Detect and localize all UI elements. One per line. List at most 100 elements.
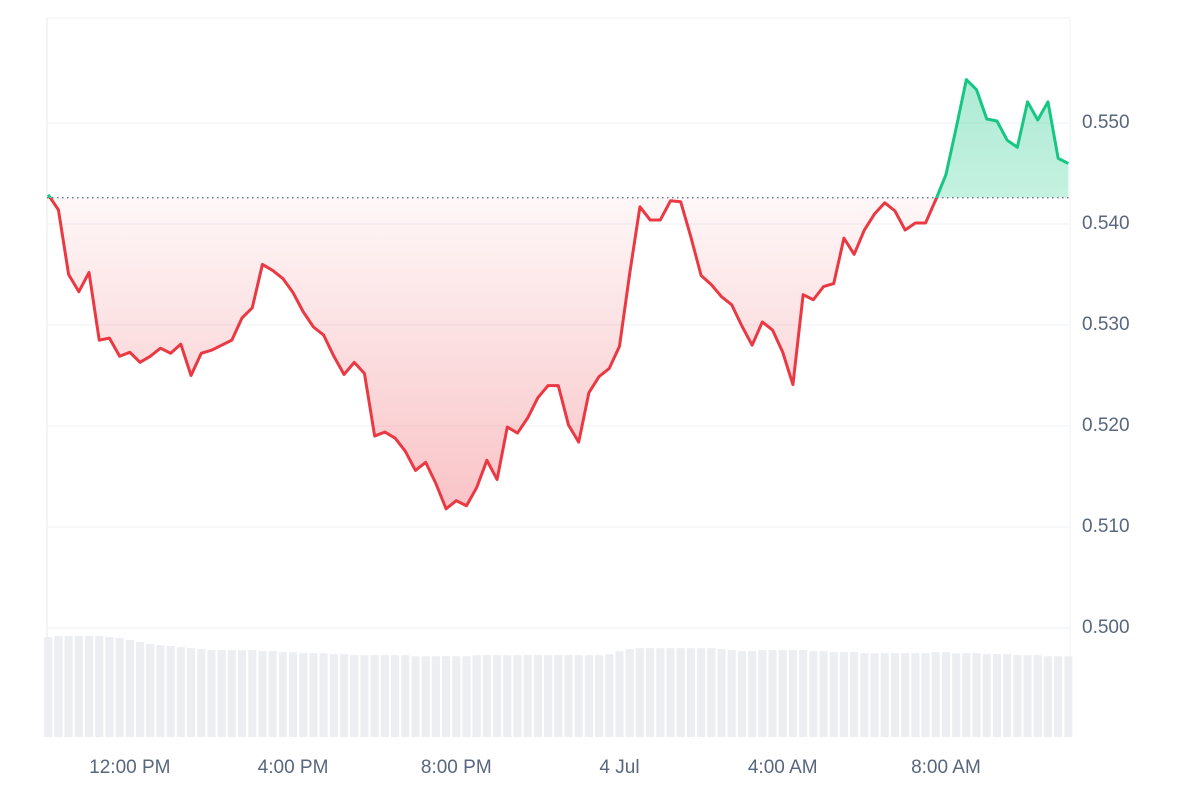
volume-bar (64, 636, 73, 737)
volume-bar (84, 636, 94, 737)
volume-layer (44, 636, 1073, 737)
volume-bar (584, 655, 593, 737)
volume-bar (625, 649, 634, 737)
volume-bar (727, 650, 736, 737)
volume-bar (105, 637, 114, 737)
volume-bar (319, 653, 328, 737)
volume-bar (74, 636, 83, 737)
volume-bar (1054, 656, 1063, 737)
volume-bar (768, 650, 777, 737)
volume-bar (237, 650, 247, 737)
y-tick-label: 0.540 (1082, 213, 1130, 234)
volume-bar (482, 655, 491, 737)
x-tick-label: 4 Jul (599, 757, 639, 778)
volume-bar (421, 656, 430, 737)
volume-bar (340, 654, 349, 737)
volume-bar (952, 653, 961, 737)
label-layer: 0.500 0.510 0.520 0.530 0.540 0.550 12:00 PM 4:… (89, 112, 1129, 778)
volume-bar (605, 654, 614, 737)
volume-bar (309, 653, 318, 737)
volume-bar (299, 653, 308, 737)
price-line-down (48, 197, 939, 511)
volume-bar (95, 636, 104, 737)
x-tick-label: 8:00 PM (421, 757, 492, 778)
volume-bar (411, 656, 420, 737)
volume-bar (686, 648, 695, 737)
y-tick-label: 0.550 (1082, 112, 1130, 133)
volume-bar (1023, 655, 1032, 737)
x-tick-label: 12:00 PM (89, 757, 170, 778)
volume-bar (666, 648, 675, 737)
volume-bar (146, 644, 155, 737)
volume-bar (360, 655, 369, 737)
volume-bar (962, 653, 971, 737)
x-tick-label: 8:00 AM (911, 757, 981, 778)
area-above (48, 79, 1069, 198)
volume-bar (880, 653, 889, 737)
volume-bar (758, 650, 767, 737)
volume-bar (452, 656, 461, 737)
volume-bar (850, 652, 859, 737)
volume-bar (544, 655, 553, 737)
volume-bar (799, 650, 808, 737)
y-tick-label: 0.520 (1082, 415, 1130, 436)
volume-bar (931, 652, 940, 737)
y-tick-label: 0.510 (1082, 516, 1130, 537)
volume-bar (778, 650, 787, 737)
volume-bar (44, 637, 53, 737)
volume-bar (431, 656, 440, 737)
volume-bar (707, 648, 716, 737)
volume-bar (1003, 654, 1012, 737)
volume-bar (289, 652, 298, 737)
volume-bar (462, 656, 471, 737)
volume-bar (401, 655, 410, 737)
volume-bar (819, 651, 828, 737)
volume-bar (839, 652, 848, 737)
volume-bar (646, 648, 655, 737)
volume-bar (370, 655, 379, 737)
volume-bar (523, 655, 532, 737)
volume-bar (197, 649, 206, 737)
volume-bar (737, 651, 746, 737)
volume-bar (513, 655, 522, 737)
volume-bar (135, 642, 145, 737)
volume-bar (554, 655, 563, 737)
volume-bar (972, 653, 981, 737)
volume-bar (992, 654, 1002, 737)
volume-bar (676, 648, 685, 737)
volume-bar (268, 651, 277, 737)
y-tick-label: 0.500 (1082, 617, 1130, 638)
volume-bar (656, 648, 665, 737)
x-tick-label: 4:00 PM (258, 757, 329, 778)
volume-bar (595, 655, 604, 737)
volume-bar (717, 649, 726, 737)
volume-bar (207, 650, 216, 737)
volume-bar (380, 655, 389, 737)
volume-bar (860, 653, 869, 737)
volume-bar (829, 652, 838, 737)
volume-bar (901, 653, 910, 737)
volume-bar (890, 653, 899, 737)
volume-bar (350, 655, 359, 737)
volume-bar (564, 655, 573, 737)
volume-bar (503, 655, 512, 737)
volume-bar (217, 650, 226, 737)
volume-bar (248, 650, 257, 737)
volume-bar (227, 650, 236, 737)
plot-layer (46, 78, 1070, 511)
volume-bar (911, 653, 920, 737)
volume-bar (533, 655, 542, 737)
volume-bar (258, 651, 267, 737)
volume-bar (442, 656, 451, 737)
volume-bar (941, 652, 951, 737)
volume-bar (1013, 655, 1022, 737)
volume-bar (615, 651, 624, 737)
volume-bar (186, 648, 196, 737)
volume-bar (493, 655, 502, 737)
volume-bar (115, 638, 124, 737)
volume-bar (788, 650, 797, 737)
volume-bar (125, 640, 134, 737)
volume-bar (748, 651, 757, 737)
x-tick-label: 4:00 AM (748, 757, 818, 778)
